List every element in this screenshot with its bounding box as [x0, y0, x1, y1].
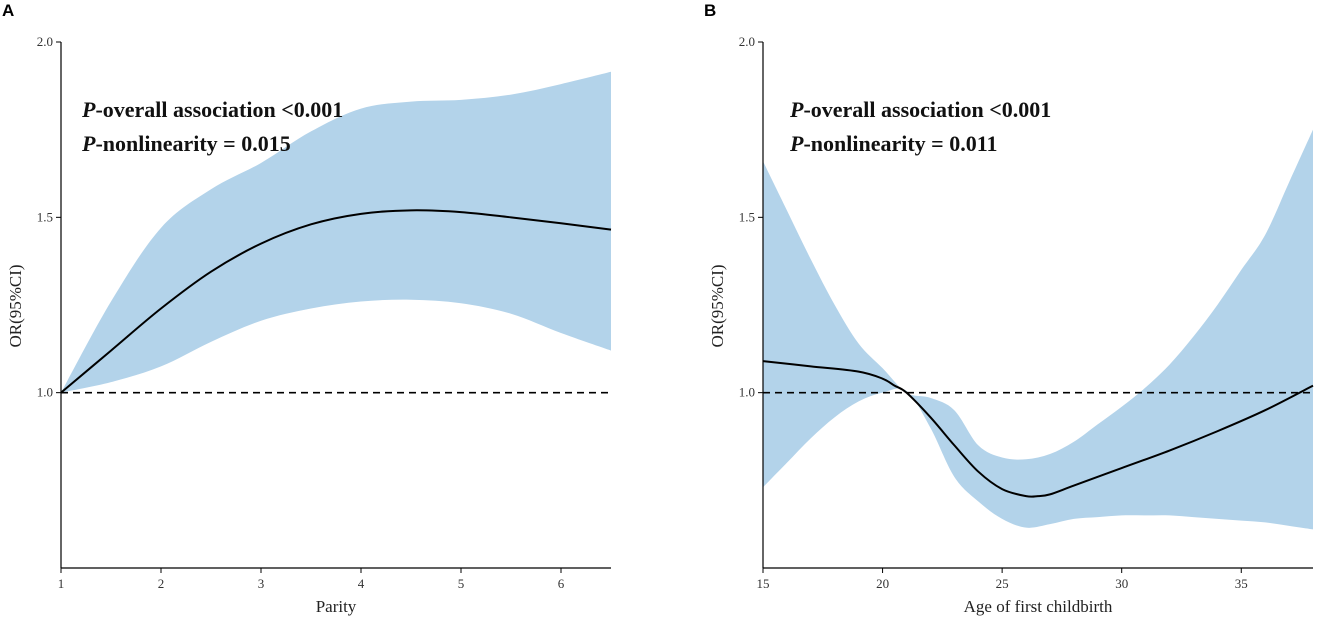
panel-a-x-tick-label: 1: [58, 576, 65, 591]
panel-b-x-tick-label: 35: [1235, 576, 1248, 591]
panel-a: A 1 2 3 4 5 61.01.52.0 Parity OR(95%CI) P-ove…: [2, 1, 612, 616]
panel-b-letter: B: [704, 1, 716, 20]
panel-a-annotation-nonlinearity-text: -nonlinearity = 0.015: [95, 131, 290, 156]
panel-b-annotation-overall-p: P: [789, 97, 804, 122]
panel-a-y-tick-label: 1.0: [37, 385, 53, 400]
panel-b-axes: 15 20 25 30 35 1.0 1.5 2.0: [739, 34, 1313, 591]
panel-b-x-axis-title: Age of first childbirth: [964, 597, 1113, 616]
panel-a-line-layer: [60, 209, 612, 394]
panel-a-x-tick-label: 3: [258, 576, 265, 591]
panel-b-y-tick-label: 1.5: [739, 209, 755, 224]
panel-a-x-axis-title: Parity: [316, 597, 357, 616]
panel-b: B 15 20 25 30 35 1.0 1.5 2.0 Age of first child…: [704, 1, 1314, 616]
panel-b-annotation-overall: P-overall association <0.001: [789, 97, 1051, 122]
panel-b-y-tick-label: 2.0: [739, 34, 755, 49]
panel-b-ci-band: [763, 129, 1313, 530]
panel-b-annotation-nonlinearity-p: P: [789, 131, 804, 156]
panel-a-y-axis-title: OR(95%CI): [6, 264, 25, 347]
panel-b-x-tick-label: 30: [1115, 576, 1128, 591]
panel-b-y-tick-label: 1.0: [739, 385, 755, 400]
panel-a-y-tick-label: 1.5: [37, 209, 53, 224]
panel-b-x-tick-label: 15: [757, 576, 770, 591]
panel-b-y-axis-title: OR(95%CI): [708, 264, 727, 347]
panel-a-annotation-overall: P-overall association <0.001: [81, 97, 343, 122]
panel-a-x-tick-label: 2: [158, 576, 165, 591]
panel-b-annotation-overall-text: -overall association <0.001: [803, 97, 1051, 122]
panel-a-annotation-nonlinearity-p: P: [81, 131, 96, 156]
panel-a-y-tick-label: 2.0: [37, 34, 53, 49]
panel-a-x-tick-label: 4: [358, 576, 365, 591]
panel-b-line-layer: [762, 360, 1314, 498]
panel-a-x-tick-label: 5: [458, 576, 465, 591]
panel-a-axes: 1 2 3 4 5 6 1.0 1.5 2.0: [37, 34, 611, 591]
panel-b-annotation-nonlinearity-text: -nonlinearity = 0.011: [803, 131, 997, 156]
panel-a-ci-layer: [61, 71, 611, 393]
panel-a-annotation-nonlinearity: P-nonlinearity = 0.015: [81, 131, 291, 156]
panel-b-ci-layer: [763, 129, 1313, 530]
panel-a-or-line: [60, 209, 612, 394]
panel-a-annotation-overall-text: -overall association <0.001: [95, 97, 343, 122]
panel-b-annotation-nonlinearity: P-nonlinearity = 0.011: [789, 131, 998, 156]
panel-a-annotation-overall-p: P: [81, 97, 96, 122]
panel-b-x-tick-label: 25: [996, 576, 1009, 591]
panel-b-x-tick-label: 20: [876, 576, 889, 591]
panel-a-x-tick-label: 6: [558, 576, 565, 591]
panel-b-or-line: [762, 360, 1314, 498]
panel-a-ci-band: [61, 71, 611, 393]
panel-a-letter: A: [2, 1, 14, 20]
